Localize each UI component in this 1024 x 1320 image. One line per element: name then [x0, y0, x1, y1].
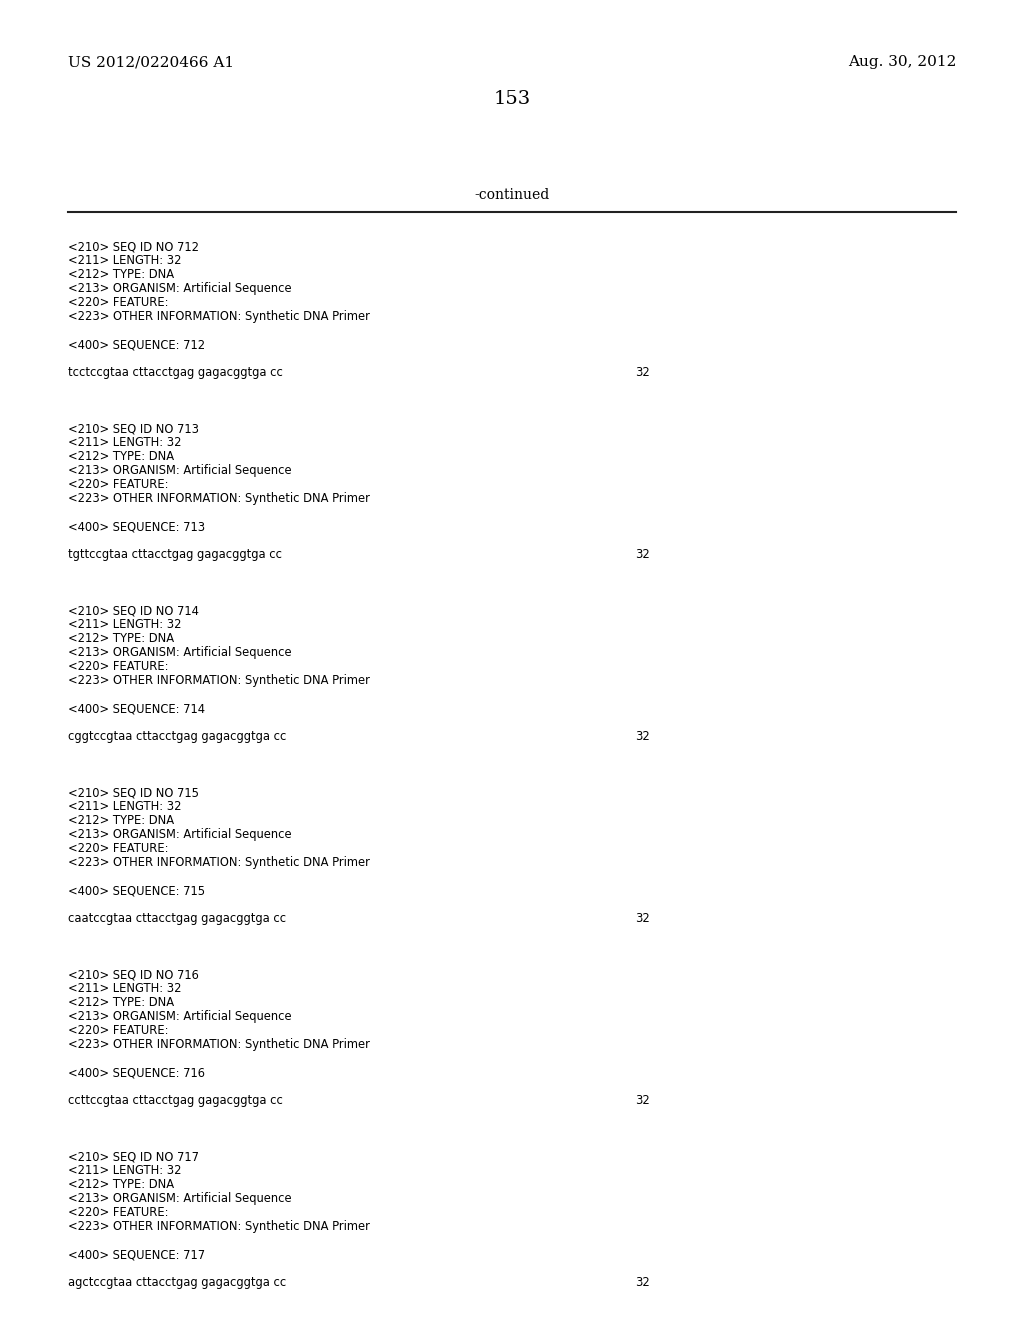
Text: <213> ORGANISM: Artificial Sequence: <213> ORGANISM: Artificial Sequence [68, 828, 292, 841]
Text: <210> SEQ ID NO 714: <210> SEQ ID NO 714 [68, 605, 199, 616]
Text: <220> FEATURE:: <220> FEATURE: [68, 842, 169, 855]
Text: <223> OTHER INFORMATION: Synthetic DNA Primer: <223> OTHER INFORMATION: Synthetic DNA P… [68, 492, 370, 506]
Text: 32: 32 [635, 1094, 650, 1107]
Text: US 2012/0220466 A1: US 2012/0220466 A1 [68, 55, 234, 69]
Text: <400> SEQUENCE: 715: <400> SEQUENCE: 715 [68, 884, 205, 898]
Text: <220> FEATURE:: <220> FEATURE: [68, 478, 169, 491]
Text: <223> OTHER INFORMATION: Synthetic DNA Primer: <223> OTHER INFORMATION: Synthetic DNA P… [68, 855, 370, 869]
Text: <400> SEQUENCE: 713: <400> SEQUENCE: 713 [68, 520, 205, 533]
Text: 32: 32 [635, 1276, 650, 1290]
Text: <212> TYPE: DNA: <212> TYPE: DNA [68, 268, 174, 281]
Text: <213> ORGANISM: Artificial Sequence: <213> ORGANISM: Artificial Sequence [68, 1010, 292, 1023]
Text: <211> LENGTH: 32: <211> LENGTH: 32 [68, 982, 181, 995]
Text: <210> SEQ ID NO 712: <210> SEQ ID NO 712 [68, 240, 199, 253]
Text: <210> SEQ ID NO 716: <210> SEQ ID NO 716 [68, 968, 199, 981]
Text: cggtccgtaa cttacctgag gagacggtga cc: cggtccgtaa cttacctgag gagacggtga cc [68, 730, 287, 743]
Text: <213> ORGANISM: Artificial Sequence: <213> ORGANISM: Artificial Sequence [68, 645, 292, 659]
Text: <400> SEQUENCE: 714: <400> SEQUENCE: 714 [68, 702, 205, 715]
Text: 32: 32 [635, 548, 650, 561]
Text: <400> SEQUENCE: 712: <400> SEQUENCE: 712 [68, 338, 205, 351]
Text: <220> FEATURE:: <220> FEATURE: [68, 1024, 169, 1038]
Text: <223> OTHER INFORMATION: Synthetic DNA Primer: <223> OTHER INFORMATION: Synthetic DNA P… [68, 310, 370, 323]
Text: <223> OTHER INFORMATION: Synthetic DNA Primer: <223> OTHER INFORMATION: Synthetic DNA P… [68, 1220, 370, 1233]
Text: caatccgtaa cttacctgag gagacggtga cc: caatccgtaa cttacctgag gagacggtga cc [68, 912, 286, 925]
Text: <212> TYPE: DNA: <212> TYPE: DNA [68, 997, 174, 1008]
Text: <210> SEQ ID NO 713: <210> SEQ ID NO 713 [68, 422, 199, 436]
Text: -continued: -continued [474, 187, 550, 202]
Text: 153: 153 [494, 90, 530, 108]
Text: 32: 32 [635, 730, 650, 743]
Text: <211> LENGTH: 32: <211> LENGTH: 32 [68, 253, 181, 267]
Text: ccttccgtaa cttacctgag gagacggtga cc: ccttccgtaa cttacctgag gagacggtga cc [68, 1094, 283, 1107]
Text: 32: 32 [635, 366, 650, 379]
Text: <213> ORGANISM: Artificial Sequence: <213> ORGANISM: Artificial Sequence [68, 465, 292, 477]
Text: <400> SEQUENCE: 717: <400> SEQUENCE: 717 [68, 1247, 205, 1261]
Text: <212> TYPE: DNA: <212> TYPE: DNA [68, 632, 174, 645]
Text: <212> TYPE: DNA: <212> TYPE: DNA [68, 1177, 174, 1191]
Text: <210> SEQ ID NO 717: <210> SEQ ID NO 717 [68, 1150, 199, 1163]
Text: <210> SEQ ID NO 715: <210> SEQ ID NO 715 [68, 785, 199, 799]
Text: <211> LENGTH: 32: <211> LENGTH: 32 [68, 1164, 181, 1177]
Text: Aug. 30, 2012: Aug. 30, 2012 [848, 55, 956, 69]
Text: <223> OTHER INFORMATION: Synthetic DNA Primer: <223> OTHER INFORMATION: Synthetic DNA P… [68, 675, 370, 686]
Text: <220> FEATURE:: <220> FEATURE: [68, 660, 169, 673]
Text: <223> OTHER INFORMATION: Synthetic DNA Primer: <223> OTHER INFORMATION: Synthetic DNA P… [68, 1038, 370, 1051]
Text: tgttccgtaa cttacctgag gagacggtga cc: tgttccgtaa cttacctgag gagacggtga cc [68, 548, 282, 561]
Text: <400> SEQUENCE: 716: <400> SEQUENCE: 716 [68, 1067, 205, 1078]
Text: <220> FEATURE:: <220> FEATURE: [68, 296, 169, 309]
Text: <220> FEATURE:: <220> FEATURE: [68, 1206, 169, 1218]
Text: <212> TYPE: DNA: <212> TYPE: DNA [68, 814, 174, 828]
Text: <212> TYPE: DNA: <212> TYPE: DNA [68, 450, 174, 463]
Text: <213> ORGANISM: Artificial Sequence: <213> ORGANISM: Artificial Sequence [68, 1192, 292, 1205]
Text: <213> ORGANISM: Artificial Sequence: <213> ORGANISM: Artificial Sequence [68, 282, 292, 294]
Text: <211> LENGTH: 32: <211> LENGTH: 32 [68, 436, 181, 449]
Text: <211> LENGTH: 32: <211> LENGTH: 32 [68, 618, 181, 631]
Text: tcctccgtaa cttacctgag gagacggtga cc: tcctccgtaa cttacctgag gagacggtga cc [68, 366, 283, 379]
Text: 32: 32 [635, 912, 650, 925]
Text: <211> LENGTH: 32: <211> LENGTH: 32 [68, 800, 181, 813]
Text: agctccgtaa cttacctgag gagacggtga cc: agctccgtaa cttacctgag gagacggtga cc [68, 1276, 287, 1290]
